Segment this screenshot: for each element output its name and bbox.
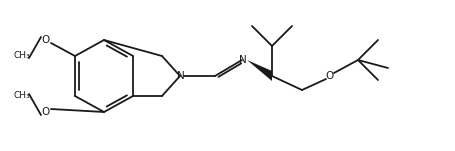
Text: N: N	[239, 55, 247, 65]
Text: O: O	[42, 35, 50, 45]
Polygon shape	[247, 60, 272, 81]
Text: O: O	[42, 107, 50, 117]
Text: CH₃: CH₃	[14, 92, 30, 101]
Text: CH₃: CH₃	[14, 51, 30, 61]
Text: N: N	[177, 71, 185, 81]
Text: O: O	[326, 71, 334, 81]
